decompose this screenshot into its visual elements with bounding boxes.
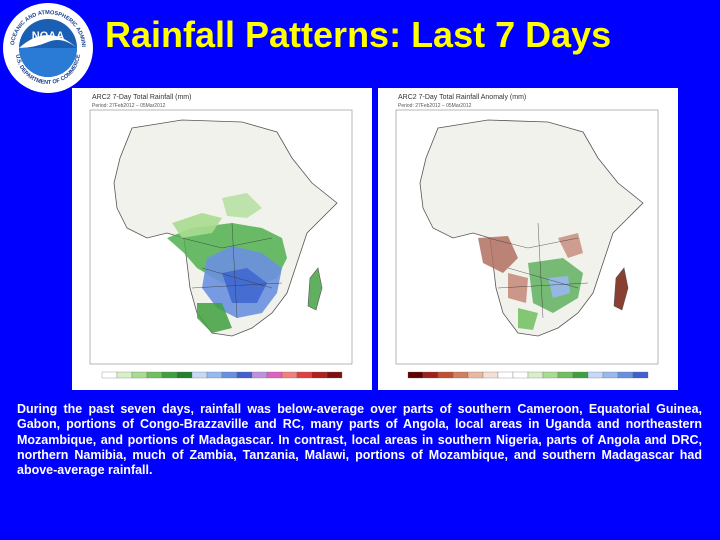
svg-text:NOAA: NOAA	[32, 30, 64, 42]
map-title: ARC2 7-Day Total Rainfall Anomaly (mm)	[398, 94, 527, 101]
rainfall-anomaly-map: ARC2 7-Day Total Rainfall Anomaly (mm) P…	[378, 88, 678, 390]
legend-swatch	[572, 371, 589, 379]
legend-swatch	[497, 371, 514, 379]
map-title: ARC2 7-Day Total Rainfall (mm)	[92, 94, 192, 101]
legend-swatch	[527, 371, 544, 379]
legend-swatch	[422, 371, 439, 379]
legend-swatch	[326, 371, 343, 379]
caption-text: During the past seven days, rainfall was…	[17, 402, 702, 478]
legend-swatch	[632, 371, 649, 379]
legend-swatch	[437, 371, 454, 379]
total-rainfall-map: ARC2 7-Day Total Rainfall (mm) Period: 2…	[72, 88, 372, 390]
legend-swatch	[557, 371, 574, 379]
legend-swatch	[467, 371, 484, 379]
legend-swatch	[407, 371, 424, 379]
legend-swatch	[131, 371, 148, 379]
legend-swatch	[602, 371, 619, 379]
legend-swatch	[281, 371, 298, 379]
legend-swatch	[587, 371, 604, 379]
map-period: Period: 27Feb2012 – 05Mar2012	[398, 103, 472, 109]
legend-swatch	[266, 371, 283, 379]
legend-swatch	[512, 371, 529, 379]
legend-swatch	[482, 371, 499, 379]
legend-swatch	[221, 371, 238, 379]
legend-swatch	[296, 371, 313, 379]
legend-swatch	[101, 371, 118, 379]
legend-swatch	[161, 371, 178, 379]
legend-swatch	[542, 371, 559, 379]
legend-swatch	[236, 371, 253, 379]
legend-swatch	[146, 371, 163, 379]
legend-swatch	[452, 371, 469, 379]
legend-swatch	[116, 371, 133, 379]
legend-swatch	[206, 371, 223, 379]
noaa-logo: NOAA NATIONAL OCEANIC AND ATMOSPHERIC AD…	[0, 0, 94, 94]
map-period: Period: 27Feb2012 – 05Mar2012	[92, 103, 166, 109]
legend-swatch	[617, 371, 634, 379]
legend-swatch	[191, 371, 208, 379]
legend-swatch	[176, 371, 193, 379]
legend-swatch	[251, 371, 268, 379]
legend-swatch	[311, 371, 328, 379]
slide-title: Rainfall Patterns: Last 7 Days	[105, 14, 612, 55]
